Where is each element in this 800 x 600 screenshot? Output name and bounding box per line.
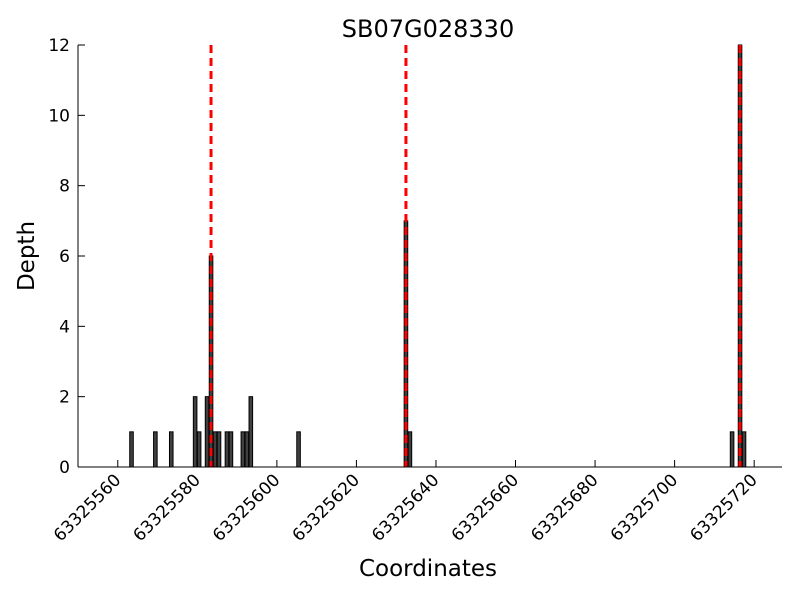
bar <box>153 431 158 468</box>
y-tick-label: 12 <box>48 36 70 56</box>
x-axis: 63325560 63325580 63325600 63325620 63325640… <box>50 460 782 546</box>
y-tick-label: 8 <box>59 177 70 197</box>
y-tick-label: 6 <box>59 247 70 267</box>
bar <box>244 431 250 468</box>
x-tick-label: 63325700 <box>607 470 682 545</box>
x-tick-label: 63325640 <box>368 470 443 545</box>
y-tick-label: 0 <box>59 458 70 478</box>
bar <box>248 396 254 468</box>
plot-area <box>129 44 747 468</box>
x-tick-label: 63325580 <box>130 470 205 545</box>
bar <box>168 431 174 468</box>
bar <box>212 431 218 468</box>
y-axis: 0 2 4 6 8 10 12 <box>48 36 85 478</box>
bar <box>204 396 210 468</box>
bar <box>729 431 735 468</box>
bar <box>216 431 222 468</box>
y-axis-title: Depth <box>14 221 40 291</box>
y-tick-label: 2 <box>59 388 70 408</box>
bar <box>129 431 134 468</box>
bar <box>240 431 246 468</box>
bar <box>407 431 413 468</box>
bar <box>196 431 202 468</box>
bar <box>296 431 301 468</box>
bar <box>741 431 747 468</box>
y-tick-label: 4 <box>59 317 70 337</box>
bar <box>228 431 234 468</box>
x-tick-label: 63325600 <box>209 470 284 545</box>
x-tick-label: 63325660 <box>448 470 523 545</box>
x-tick-label: 63325560 <box>50 470 125 545</box>
x-tick-label: 63325680 <box>527 470 602 545</box>
chart-title: SB07G028330 <box>342 15 514 43</box>
y-tick-label: 10 <box>48 106 70 126</box>
bar <box>224 431 230 468</box>
x-tick-label: 63325620 <box>289 470 364 545</box>
bar <box>192 396 198 468</box>
x-tick-label: 63325720 <box>686 470 761 545</box>
x-axis-title: Coordinates <box>359 556 497 582</box>
